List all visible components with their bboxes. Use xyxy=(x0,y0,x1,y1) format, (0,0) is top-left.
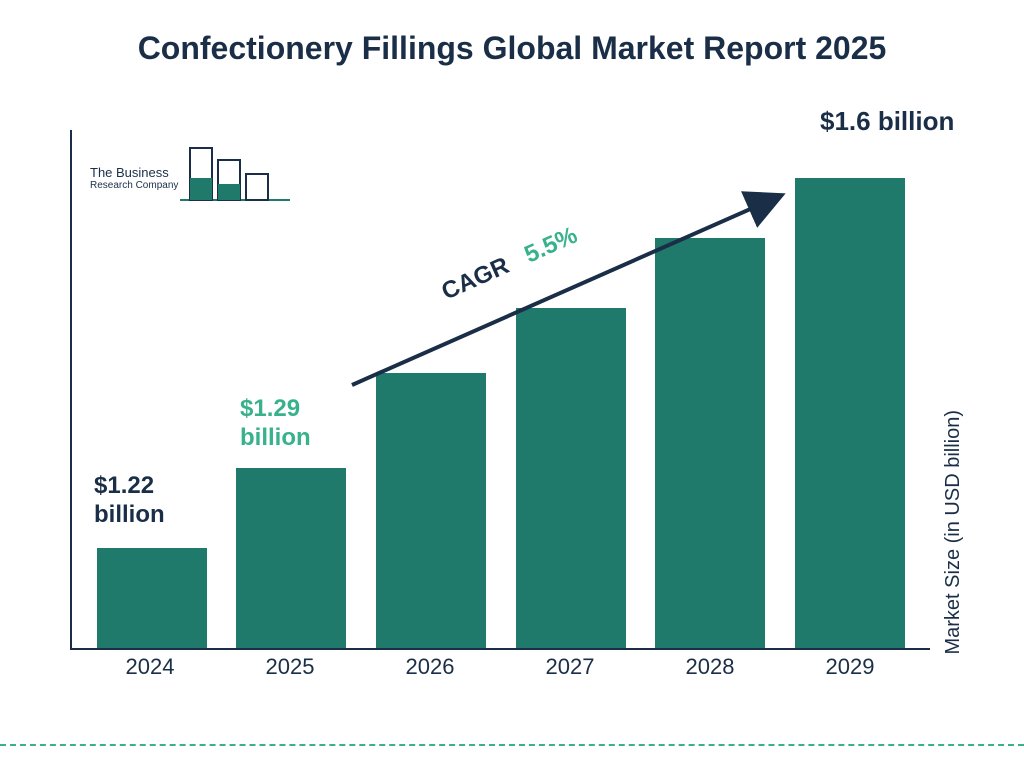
chart-title: Confectionery Fillings Global Market Rep… xyxy=(0,0,1024,78)
bar-2025 xyxy=(236,468,346,648)
xlabel-4: 2028 xyxy=(655,654,765,680)
x-axis-labels: 2024 2025 2026 2027 2028 2029 xyxy=(70,654,930,680)
value-label-2029: $1.6 billion xyxy=(820,106,980,137)
plot-area: $1.22 billion $1.29 billion $1.6 billion… xyxy=(70,130,930,650)
bar-2027 xyxy=(516,308,626,648)
footer-divider xyxy=(0,744,1024,746)
bar-2028 xyxy=(655,238,765,648)
bar-2029 xyxy=(795,178,905,648)
bar-2026 xyxy=(376,373,486,648)
value-label-2024: $1.22 billion xyxy=(94,472,214,530)
y-axis-label: Market Size (in USD billion) xyxy=(943,410,966,655)
bars-container xyxy=(72,130,930,648)
xlabel-1: 2025 xyxy=(235,654,345,680)
bar-2024 xyxy=(97,548,207,648)
xlabel-5: 2029 xyxy=(795,654,905,680)
chart-area: $1.22 billion $1.29 billion $1.6 billion… xyxy=(70,130,950,690)
xlabel-3: 2027 xyxy=(515,654,625,680)
xlabel-2: 2026 xyxy=(375,654,485,680)
value-label-2025: $1.29 billion xyxy=(240,395,370,453)
xlabel-0: 2024 xyxy=(95,654,205,680)
